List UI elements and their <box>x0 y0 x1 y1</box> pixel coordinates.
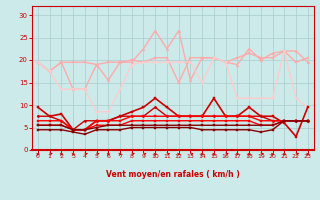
X-axis label: Vent moyen/en rafales ( km/h ): Vent moyen/en rafales ( km/h ) <box>106 170 240 179</box>
